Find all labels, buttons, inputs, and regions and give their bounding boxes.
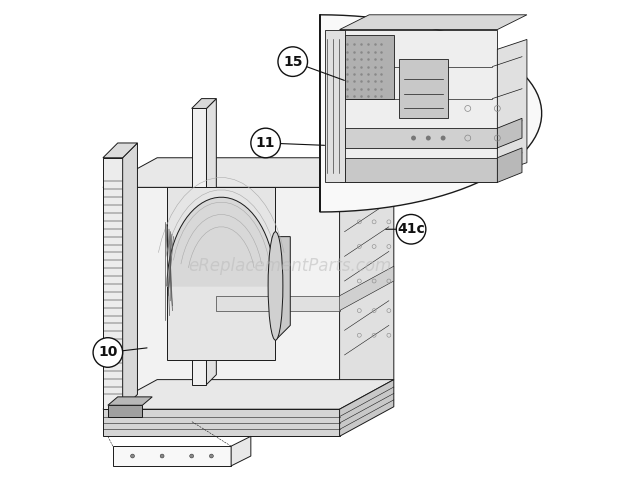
Circle shape [441, 136, 446, 141]
Polygon shape [497, 118, 522, 148]
Polygon shape [340, 266, 394, 311]
Circle shape [131, 454, 135, 458]
Text: 11: 11 [256, 136, 275, 150]
Polygon shape [123, 143, 138, 409]
Ellipse shape [268, 232, 283, 340]
Polygon shape [497, 39, 527, 173]
Polygon shape [103, 187, 340, 409]
Circle shape [210, 454, 213, 458]
Polygon shape [320, 15, 542, 212]
Circle shape [396, 214, 426, 244]
Polygon shape [192, 99, 216, 108]
Polygon shape [103, 158, 123, 409]
Polygon shape [108, 397, 153, 405]
Polygon shape [103, 380, 394, 409]
Polygon shape [167, 197, 275, 286]
Polygon shape [345, 35, 394, 99]
Circle shape [278, 47, 308, 76]
Polygon shape [340, 30, 497, 182]
Text: eReplacementParts.com: eReplacementParts.com [188, 257, 392, 275]
Circle shape [426, 136, 431, 141]
Polygon shape [340, 158, 394, 409]
Polygon shape [497, 148, 522, 182]
Polygon shape [345, 128, 497, 148]
Text: 15: 15 [283, 55, 303, 69]
Polygon shape [275, 237, 290, 340]
Polygon shape [325, 30, 345, 182]
Polygon shape [340, 15, 527, 30]
Polygon shape [340, 380, 394, 436]
Text: 10: 10 [98, 346, 118, 359]
Circle shape [251, 128, 280, 158]
Polygon shape [103, 158, 394, 187]
Polygon shape [206, 99, 216, 385]
Polygon shape [167, 187, 275, 360]
Polygon shape [192, 108, 206, 385]
Circle shape [93, 338, 123, 367]
Polygon shape [103, 409, 340, 436]
Text: 41c: 41c [397, 222, 425, 236]
Circle shape [160, 454, 164, 458]
Polygon shape [399, 59, 448, 118]
Circle shape [411, 136, 416, 141]
Polygon shape [216, 296, 340, 311]
Polygon shape [113, 446, 231, 466]
Polygon shape [231, 436, 251, 466]
Circle shape [190, 454, 193, 458]
Polygon shape [108, 405, 143, 417]
Polygon shape [345, 158, 497, 182]
Polygon shape [103, 143, 138, 158]
